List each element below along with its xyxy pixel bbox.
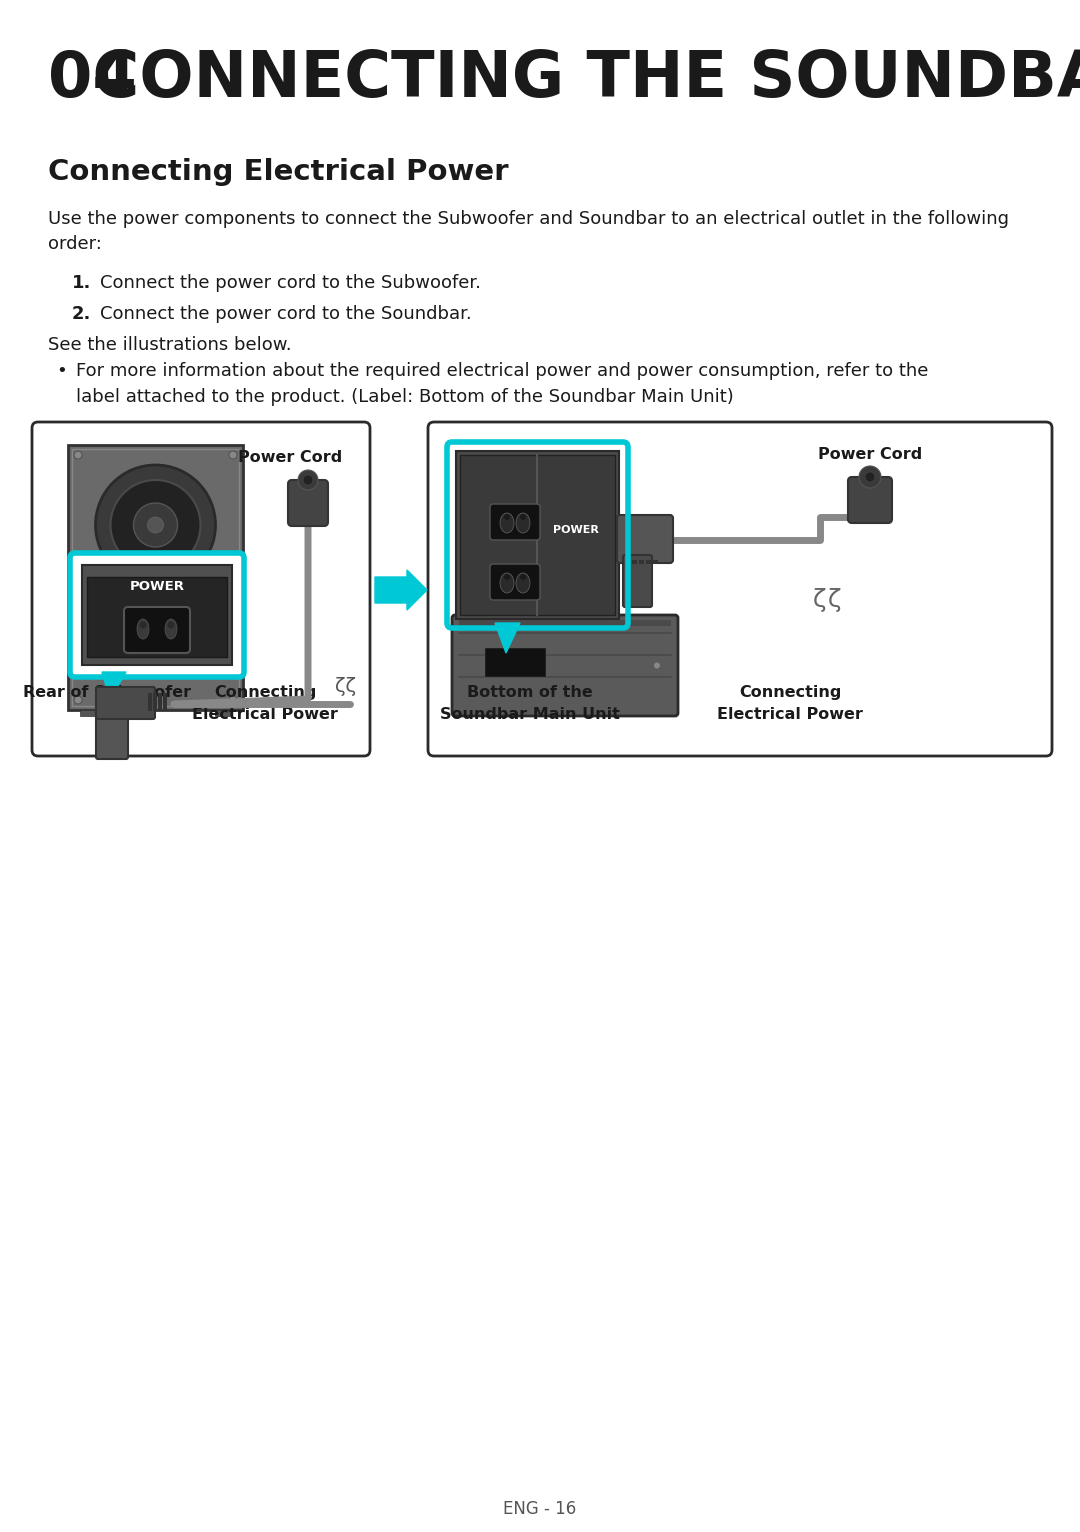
Text: ζ: ζ [813,588,827,611]
FancyBboxPatch shape [428,421,1052,755]
Text: Bottom of the: Bottom of the [468,685,593,700]
Ellipse shape [500,573,514,593]
Bar [632,561,637,564]
Circle shape [139,622,147,628]
Text: See the illustrations below.: See the illustrations below. [48,336,292,354]
Circle shape [134,502,177,547]
FancyBboxPatch shape [76,643,108,665]
Ellipse shape [516,573,530,593]
Text: ζ: ζ [828,588,841,611]
Ellipse shape [516,513,530,533]
Circle shape [229,450,237,460]
Polygon shape [102,673,126,700]
Bar [485,648,545,676]
Text: Power Cord: Power Cord [238,450,342,466]
Circle shape [303,475,313,486]
Text: ENG - 16: ENG - 16 [503,1500,577,1518]
Text: Electrical Power: Electrical Power [192,706,338,722]
Circle shape [865,472,875,483]
FancyBboxPatch shape [124,607,190,653]
Circle shape [148,516,163,533]
Text: For more information about the required electrical power and power consumption, : For more information about the required … [76,362,929,380]
Bar [80,709,96,715]
FancyBboxPatch shape [848,476,892,522]
Bar [82,565,232,665]
Text: Use the power components to connect the Subwoofer and Soundbar to an electrical : Use the power components to connect the … [48,210,1009,253]
Bar [625,561,630,564]
Text: CONNECTING THE SOUNDBAR: CONNECTING THE SOUNDBAR [48,47,1080,110]
Text: POWER: POWER [130,581,185,593]
Text: 1.: 1. [72,274,92,293]
Circle shape [167,622,175,628]
Text: Connecting: Connecting [214,685,316,700]
Bar [460,455,615,614]
Text: 2.: 2. [72,305,92,323]
FancyBboxPatch shape [617,515,673,562]
FancyBboxPatch shape [114,643,154,665]
Circle shape [229,696,237,705]
FancyBboxPatch shape [32,421,370,755]
Circle shape [75,696,82,705]
Circle shape [110,480,201,570]
Text: Connect the power cord to the Soundbar.: Connect the power cord to the Soundbar. [100,305,472,323]
Bar [87,578,227,657]
Circle shape [519,574,526,581]
Circle shape [298,470,318,490]
Bar [456,450,619,619]
FancyBboxPatch shape [70,553,244,677]
FancyBboxPatch shape [490,564,540,601]
Text: Soundbar Main Unit: Soundbar Main Unit [440,706,620,722]
Bar [153,692,157,711]
Polygon shape [495,624,519,653]
Ellipse shape [137,619,149,639]
FancyBboxPatch shape [288,480,328,525]
Text: Connecting: Connecting [739,685,841,700]
Text: Connect the power cord to the Subwoofer.: Connect the power cord to the Subwoofer. [100,274,481,293]
Ellipse shape [500,513,514,533]
Text: •: • [56,362,67,380]
Bar [158,692,162,711]
FancyBboxPatch shape [96,705,129,758]
FancyArrow shape [375,570,427,610]
Text: ζζ: ζζ [335,677,355,696]
FancyBboxPatch shape [453,614,678,715]
Bar [148,692,152,711]
Circle shape [519,515,526,519]
Bar [646,561,651,564]
Text: 04: 04 [48,47,137,110]
Circle shape [95,466,216,585]
FancyBboxPatch shape [96,686,156,719]
Text: Electrical Power: Electrical Power [717,706,863,722]
Text: Connecting Electrical Power: Connecting Electrical Power [48,158,509,185]
Text: Power Cord: Power Cord [818,447,922,463]
Circle shape [504,515,510,519]
Ellipse shape [165,619,177,639]
Ellipse shape [86,647,98,660]
Bar [653,561,658,564]
Bar [163,692,167,711]
Circle shape [859,466,881,489]
Text: POWER: POWER [553,525,599,535]
Text: Rear of Subwoofer: Rear of Subwoofer [23,685,191,700]
Bar [459,620,671,627]
Circle shape [654,662,660,668]
FancyBboxPatch shape [68,444,243,709]
Bar [639,561,644,564]
Circle shape [504,574,510,581]
FancyBboxPatch shape [623,555,652,607]
Bar [215,709,231,715]
Text: label attached to the product. (Label: Bottom of the Soundbar Main Unit): label attached to the product. (Label: B… [76,388,733,406]
Circle shape [75,450,82,460]
FancyBboxPatch shape [490,504,540,539]
